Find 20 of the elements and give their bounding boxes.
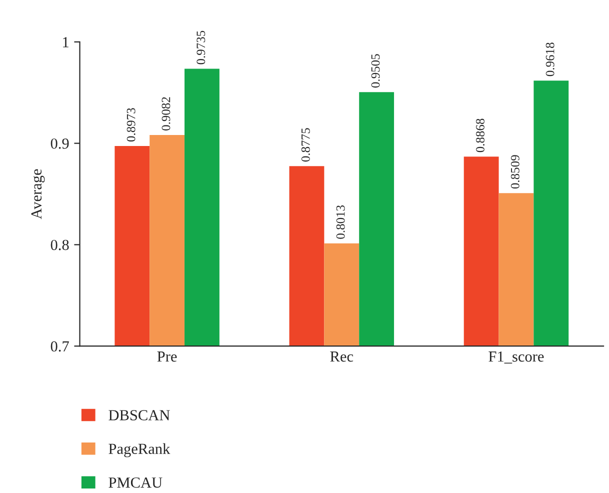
x-tick-label: Pre — [157, 352, 177, 362]
legend-label: DBSCAN — [108, 410, 170, 420]
x-tick-label: F1_score — [488, 351, 544, 364]
data-label: 0.9505 — [371, 54, 380, 88]
data-label: 0.8013 — [336, 205, 345, 239]
data-label: 0.8509 — [510, 155, 520, 189]
y-tick-label: 0.9 — [50, 138, 69, 149]
legend-label: PageRank — [108, 443, 170, 458]
data-label: 0.8775 — [301, 128, 310, 162]
data-label: 0.9618 — [546, 42, 554, 76]
y-tick-label: 0.8 — [50, 240, 69, 250]
x-tick-label: Rec — [330, 352, 354, 362]
data-label: 0.9735 — [196, 30, 206, 64]
data-label: 0.8868 — [476, 118, 484, 152]
y-tick-label: 0.7 — [50, 341, 69, 352]
data-label: 0.9082 — [162, 97, 170, 130]
data-label: 0.8973 — [126, 108, 136, 142]
y-tick-label: 1 — [63, 37, 68, 48]
y-axis-title: Average — [31, 169, 45, 220]
legend-label: PMCAU — [108, 477, 162, 488]
